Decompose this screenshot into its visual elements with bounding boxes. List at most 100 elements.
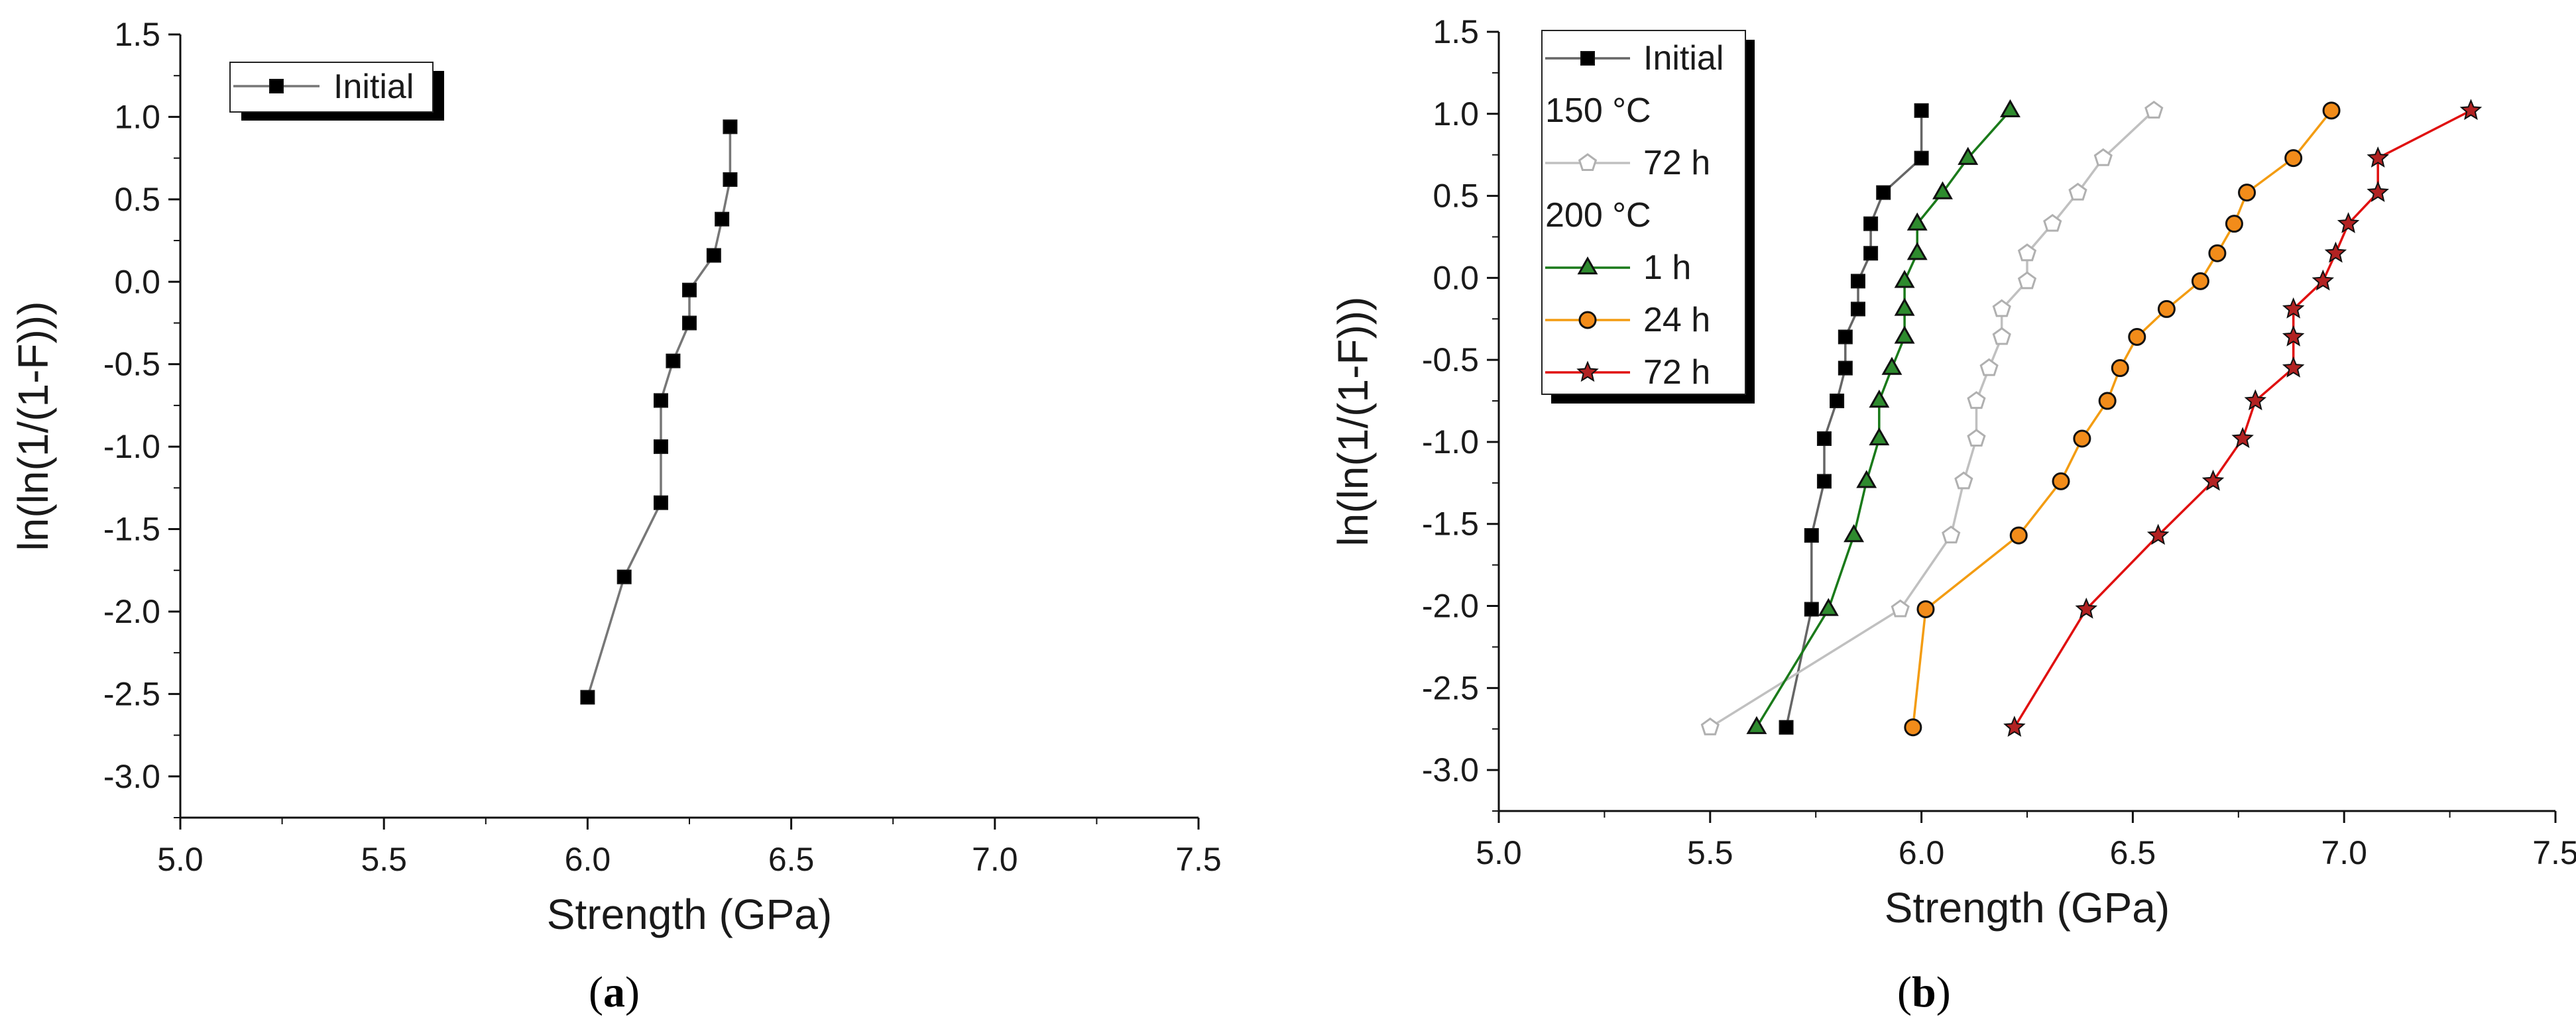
data-point	[1869, 427, 1890, 446]
data-point	[1818, 598, 1839, 616]
data-point	[1838, 360, 1853, 376]
series-2	[1746, 99, 2020, 734]
data-point	[1906, 212, 1928, 231]
legend-marker	[1580, 51, 1595, 66]
data-point	[2093, 148, 2113, 166]
data-point	[1779, 720, 1794, 735]
data-point	[2043, 213, 2062, 232]
legend-group-heading: 200 °C	[1545, 196, 1651, 235]
data-point	[2244, 389, 2267, 411]
data-point	[682, 282, 697, 298]
data-point	[2459, 99, 2483, 121]
y-tick-label: 1.0	[114, 98, 160, 135]
y-tick-label: -1.0	[103, 428, 160, 465]
data-point	[1979, 358, 1999, 376]
y-axis-label: ln(ln(1/(1-F)))	[9, 301, 57, 551]
data-point	[2337, 212, 2360, 233]
data-point	[715, 211, 730, 227]
data-point	[1881, 356, 1903, 375]
panel-label-a-text: a	[603, 968, 625, 1016]
data-point	[1906, 242, 1928, 260]
data-point	[2238, 184, 2256, 202]
y-tick-label: 0.5	[114, 181, 160, 218]
data-point	[2000, 99, 2020, 118]
data-point	[2367, 181, 2389, 202]
data-point	[580, 690, 595, 705]
data-point	[682, 315, 697, 331]
data-point	[1894, 325, 1915, 344]
data-point	[666, 353, 681, 368]
x-tick-label: 7.5	[1175, 841, 1222, 878]
data-point	[2068, 182, 2087, 201]
legend: Initial	[229, 62, 444, 121]
data-point	[2144, 100, 2164, 119]
data-point	[1904, 718, 1922, 737]
data-point	[2191, 272, 2209, 290]
chart-panel-b: 5.0 5.5 6.0 6.5 7.0 7.5 1.5 1.0 0.5 0.0 -0.5 -1.0 -1…	[1329, 13, 2576, 932]
y-tick-label: -2.5	[1422, 669, 1479, 706]
series-line	[1709, 109, 2155, 729]
data-point	[1863, 246, 1879, 261]
legend: Initial 150 °C 72 h 200 °C 1 h 24 h 72 h	[1541, 30, 1755, 404]
data-point	[2324, 241, 2347, 263]
data-point	[2128, 327, 2146, 346]
data-point	[2003, 716, 2026, 737]
data-point	[2146, 523, 2170, 545]
series-3	[1904, 101, 2341, 737]
legend-marker	[1578, 153, 1598, 172]
data-point	[1992, 327, 2011, 345]
data-point	[653, 439, 668, 455]
data-point	[1850, 301, 1865, 317]
data-point	[723, 119, 738, 135]
data-point	[1816, 431, 1832, 446]
panel-label-b-text: b	[1911, 968, 1936, 1016]
data-point	[2157, 299, 2176, 318]
x-tick-label: 7.0	[2321, 834, 2367, 871]
data-point	[2017, 271, 2037, 290]
y-tick-label: -2.0	[1422, 588, 1479, 625]
data-point	[1894, 270, 1915, 288]
data-point	[2009, 526, 2028, 545]
y-tick-label: -1.5	[103, 511, 160, 548]
series-0	[1779, 103, 1929, 735]
data-point	[723, 172, 738, 187]
data-point	[2225, 215, 2243, 233]
data-point	[2282, 356, 2305, 378]
x-tick-label: 6.0	[565, 841, 611, 878]
data-point	[1942, 525, 1961, 544]
x-tick-label: 6.5	[2110, 834, 2156, 871]
data-point	[2367, 146, 2389, 168]
data-point	[1804, 528, 1819, 543]
data-point	[1869, 390, 1890, 408]
chart-panel-a: 5.0 5.5 6.0 6.5 7.0 7.5 1.5 1.0 0.5 0.0 -0.5 -1.0 -1…	[9, 16, 1222, 938]
data-point	[1876, 185, 1891, 200]
y-tick-label: -2.5	[103, 675, 160, 712]
x-tick-label: 5.5	[1687, 834, 1733, 871]
series-line	[1785, 110, 1923, 728]
data-point	[2284, 149, 2303, 168]
y-tick-label: 1.5	[114, 16, 160, 53]
legend-label: 72 h	[1643, 353, 1710, 392]
data-point	[2282, 297, 2305, 319]
x-tick-label: 6.5	[768, 841, 815, 878]
data-point	[616, 569, 632, 584]
legend-label: 1 h	[1643, 248, 1691, 287]
legend-label: 72 h	[1643, 144, 1710, 182]
legend-label: Initial	[333, 68, 414, 106]
y-tick-label: 0.0	[1433, 259, 1479, 296]
data-point	[1863, 216, 1879, 231]
x-axis-label: Strength (GPa)	[1885, 884, 2170, 932]
data-point	[2017, 243, 2037, 262]
data-point	[1816, 474, 1832, 489]
series-line	[586, 127, 732, 698]
x-tick-label: 7.5	[2532, 834, 2576, 871]
data-point	[1844, 524, 1865, 543]
series-0	[580, 119, 738, 705]
y-tick-label: 1.5	[1433, 13, 1479, 50]
legend-label: Initial	[1643, 39, 1724, 78]
y-tick-label: 0.0	[114, 263, 160, 300]
data-point	[653, 495, 668, 510]
data-point	[1914, 150, 1929, 166]
data-point	[1838, 329, 1853, 345]
